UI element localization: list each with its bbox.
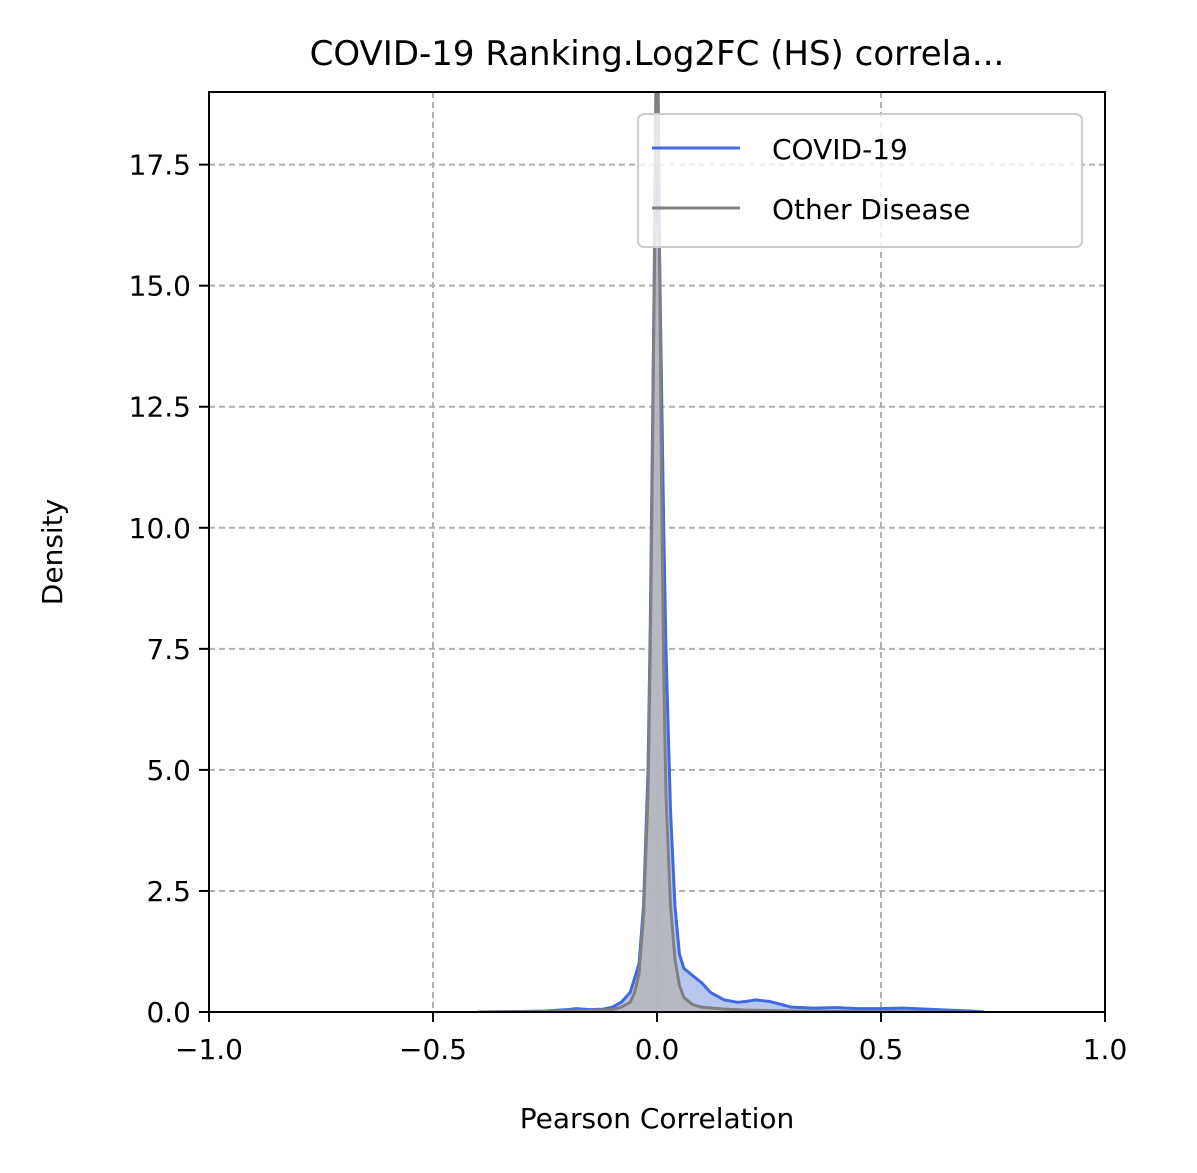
y-tick-label: 17.5 [129,149,191,182]
chart-title: COVID-19 Ranking.Log2FC (HS) correla... [310,34,1005,74]
y-tick-label: 10.0 [129,512,191,545]
y-axis: 0.0 2.5 5.0 7.5 10.0 12.5 15.0 17.5 [129,149,209,1029]
x-axis: −1.0 −0.5 0.0 0.5 1.0 [175,1012,1127,1066]
legend-label-other-disease: Other Disease [772,193,971,226]
y-tick-label: 15.0 [129,270,191,303]
x-tick-label: −0.5 [399,1033,467,1066]
series-layer [477,92,985,1012]
x-tick-label: 0.5 [859,1033,904,1066]
y-axis-label: Density [36,499,69,605]
y-tick-label: 2.5 [146,875,191,908]
y-tick-label: 7.5 [146,633,191,666]
series-area-0 [477,164,985,1012]
x-axis-label: Pearson Correlation [520,1102,795,1135]
series-line-0 [477,163,985,1012]
y-tick-label: 12.5 [129,391,191,424]
series-line-1 [477,92,971,1012]
x-tick-label: 1.0 [1083,1033,1128,1066]
legend: COVID-19 Other Disease [637,113,1083,248]
legend-box [637,113,1083,248]
y-tick-label: 5.0 [146,754,191,787]
x-tick-label: 0.0 [635,1033,680,1066]
y-tick-label: 0.0 [146,996,191,1029]
x-tick-label: −1.0 [175,1033,243,1066]
legend-label-covid-19: COVID-19 [772,133,908,166]
